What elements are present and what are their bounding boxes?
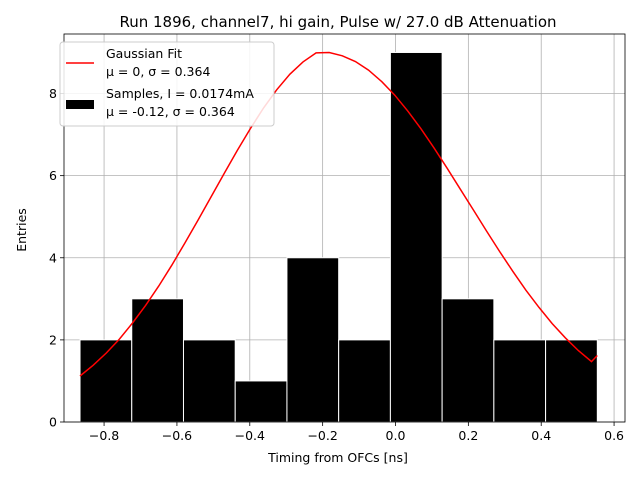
y-tick-label: 8 (49, 86, 57, 101)
y-axis-title: Entries (14, 208, 29, 252)
histogram-bar (234, 380, 288, 423)
x-tick-label: −0.6 (162, 428, 192, 443)
x-axis-title: Timing from OFCs [ns] (267, 450, 408, 465)
legend: Gaussian Fit μ = 0, σ = 0.364 Samples, I… (59, 41, 275, 127)
x-tick-label: 0.2 (458, 428, 478, 443)
gaussian-fit-line (79, 51, 598, 377)
histogram-bars (79, 51, 598, 423)
x-tick-label: −0.8 (89, 428, 119, 443)
y-tick-label: 0 (49, 415, 57, 430)
histogram-bar (79, 339, 133, 423)
histogram-bar (389, 51, 443, 423)
histogram-bar (182, 339, 236, 423)
histogram-bar (338, 339, 391, 423)
x-tick-label: −0.4 (235, 428, 265, 443)
x-tick-label: 0.6 (604, 428, 624, 443)
histogram-bar (493, 339, 547, 423)
histogram-bar (131, 298, 184, 423)
histogram-bar (286, 257, 340, 423)
y-axis-ticks: 0 2 4 6 8 (49, 86, 64, 430)
y-tick-label: 2 (49, 332, 57, 347)
legend-fit-stats: μ = 0, σ = 0.364 (106, 64, 210, 79)
x-tick-label: 0.4 (531, 428, 551, 443)
legend-samples-label: Samples, I = 0.0174mA (106, 86, 254, 101)
legend-samples-stats: μ = -0.12, σ = 0.364 (106, 104, 235, 119)
legend-samples-swatch (66, 100, 94, 109)
histogram-bar (545, 339, 598, 423)
legend-fit-label: Gaussian Fit (106, 46, 182, 61)
x-tick-label: 0.0 (386, 428, 406, 443)
legend-box (59, 41, 275, 127)
y-tick-label: 4 (49, 250, 57, 265)
histogram-bar (441, 298, 495, 423)
plot-frame (63, 33, 626, 423)
x-axis-ticks: −0.8 −0.6 −0.4 −0.2 0.0 0.2 0.4 0.6 (89, 422, 624, 443)
chart-title: Run 1896, channel7, hi gain, Pulse w/ 27… (119, 13, 556, 31)
x-tick-label: −0.2 (307, 428, 337, 443)
y-tick-label: 6 (49, 168, 57, 183)
